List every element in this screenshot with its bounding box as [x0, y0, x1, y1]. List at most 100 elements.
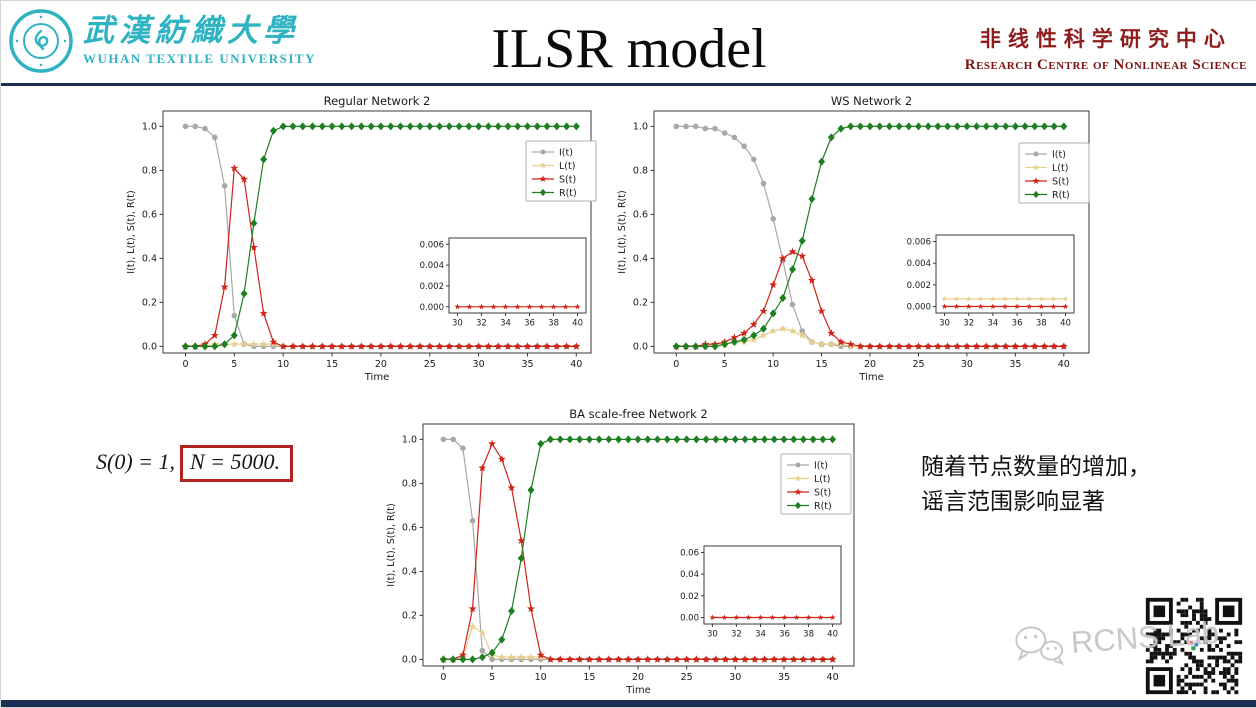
svg-text:36: 36: [779, 630, 790, 640]
chart-svg: Regular Network 2 0.0 0.2 0.4 0.6 0.8 1.0 0 5 10 1…: [126, 94, 597, 383]
svg-text:40: 40: [1058, 359, 1070, 370]
x-axis-label: Time: [364, 372, 389, 383]
rcns-lab-watermark: RCNS Lab: [1012, 610, 1221, 670]
svg-text:1.0: 1.0: [633, 122, 648, 133]
svg-text:0.6: 0.6: [142, 210, 157, 221]
svg-text:35: 35: [521, 359, 533, 370]
svg-text:0.002: 0.002: [420, 282, 444, 292]
svg-text:0.06: 0.06: [680, 549, 699, 559]
svg-text:R(t): R(t): [559, 188, 577, 199]
svg-text:40: 40: [1060, 319, 1071, 329]
conclusion-note-line2: 谣言范围影响显著: [921, 488, 1105, 514]
svg-text:0.00: 0.00: [680, 614, 699, 624]
header-divider: [1, 83, 1256, 86]
svg-text:10: 10: [535, 672, 547, 683]
chart-legend: I(t) L(t) S(t) R(t): [525, 140, 597, 202]
chart-ba-scale-free-network-2: BA scale-free Network 2 0.0 0.2 0.4 0.6 0.8 1.…: [343, 407, 864, 707]
y-axis-label: I(t), L(t), S(t), R(t): [617, 190, 628, 273]
svg-text:15: 15: [816, 359, 828, 370]
svg-text:20: 20: [375, 359, 387, 370]
inset-axes: 0.000 0.002 0.004 0.006 30 32 34 36 38 40: [907, 234, 1075, 329]
svg-text:0.8: 0.8: [402, 479, 417, 490]
svg-text:0.0: 0.0: [142, 342, 157, 353]
svg-text:0.4: 0.4: [633, 254, 648, 265]
conclusion-note: 随着节点数量的增加， 谣言范围影响显著: [921, 450, 1151, 519]
svg-text:0.2: 0.2: [402, 611, 417, 622]
svg-text:40: 40: [572, 319, 583, 329]
svg-text:35: 35: [778, 672, 790, 683]
svg-text:L(t): L(t): [1052, 163, 1068, 174]
svg-text:0.000: 0.000: [907, 303, 931, 313]
svg-text:0.002: 0.002: [907, 281, 931, 291]
bottom-accent-bar: [1, 700, 1256, 707]
research-centre-cn: 非线性科学研究中心: [979, 27, 1232, 51]
svg-text:0.0: 0.0: [633, 342, 648, 353]
svg-text:20: 20: [632, 672, 644, 683]
svg-text:34: 34: [755, 630, 766, 640]
university-name: 武漢紡織大學 WUHAN TEXTILE UNIVERSITY: [83, 9, 316, 67]
qr-code-image: [1145, 597, 1243, 695]
svg-text:I(t): I(t): [1052, 149, 1066, 160]
inset-axes: 0.00 0.02 0.04 0.06 30 32 34 36 38 40: [680, 545, 842, 640]
svg-text:0.6: 0.6: [402, 523, 417, 534]
inset-axes: 0.000 0.002 0.004 0.006 30 32 34 36 38 40: [420, 237, 587, 329]
svg-text:35: 35: [1009, 359, 1021, 370]
svg-text:0.2: 0.2: [142, 298, 157, 309]
svg-text:40: 40: [827, 672, 839, 683]
university-name-cn: 武漢紡織大學: [83, 13, 299, 48]
chart-title: BA scale-free Network 2: [569, 408, 708, 421]
svg-text:0: 0: [673, 359, 679, 370]
svg-text:25: 25: [681, 672, 693, 683]
svg-text:1.0: 1.0: [402, 435, 417, 446]
svg-text:38: 38: [803, 630, 814, 640]
wechat-icon: [1015, 626, 1065, 666]
svg-text:38: 38: [1036, 319, 1047, 329]
x-axis-label: Time: [858, 372, 883, 383]
university-logo: 武漢紡織大學 WUHAN TEXTILE UNIVERSITY: [9, 9, 316, 73]
svg-text:S(t): S(t): [1052, 176, 1069, 187]
svg-text:0.4: 0.4: [402, 567, 417, 578]
svg-text:10: 10: [277, 359, 289, 370]
svg-text:25: 25: [912, 359, 924, 370]
svg-text:38: 38: [548, 319, 559, 329]
svg-text:30: 30: [473, 359, 485, 370]
svg-text:34: 34: [987, 319, 998, 329]
svg-text:S(t): S(t): [814, 487, 831, 498]
y-axis-label: I(t), L(t), S(t), R(t): [386, 503, 397, 586]
watermark-text: RCNS Lab: [1069, 614, 1221, 661]
initial-condition-formula: S(0) = 1, N = 5000.: [96, 445, 294, 482]
svg-text:40: 40: [570, 359, 582, 370]
university-seal-icon: [9, 9, 73, 73]
chart-ws-network-2: WS Network 2 0.0 0.2 0.4 0.6 0.8 1.0 0 5 10 15 20 25…: [614, 94, 1094, 397]
svg-text:0.0: 0.0: [402, 655, 417, 666]
svg-text:0.2: 0.2: [633, 298, 648, 309]
svg-text:R(t): R(t): [1052, 190, 1070, 201]
svg-text:0.004: 0.004: [907, 259, 931, 269]
chart-svg: WS Network 2 0.0 0.2 0.4 0.6 0.8 1.0 0 5 10 15 20 25…: [617, 94, 1090, 383]
svg-text:34: 34: [500, 319, 511, 329]
chart-svg: BA scale-free Network 2 0.0 0.2 0.4 0.6 0.8 1.…: [386, 407, 855, 696]
svg-text:32: 32: [963, 319, 974, 329]
svg-text:I(t): I(t): [559, 147, 573, 158]
chart-legend: I(t) L(t) S(t) R(t): [780, 453, 852, 515]
formula-prefix: S(0) = 1,: [96, 449, 175, 474]
formula-boxed-highlight: N = 5000.: [180, 445, 294, 482]
svg-text:S(t): S(t): [559, 174, 576, 185]
svg-text:32: 32: [731, 630, 742, 640]
svg-text:0.006: 0.006: [907, 238, 931, 248]
svg-text:5: 5: [489, 672, 495, 683]
svg-text:1.0: 1.0: [142, 122, 157, 133]
university-name-en: WUHAN TEXTILE UNIVERSITY: [83, 50, 316, 66]
svg-text:R(t): R(t): [814, 501, 832, 512]
svg-text:40: 40: [827, 630, 838, 640]
chart-regular-network-2: Regular Network 2 0.0 0.2 0.4 0.6 0.8 1.0 0 5 10 1…: [123, 94, 603, 397]
svg-text:15: 15: [583, 672, 595, 683]
svg-text:20: 20: [864, 359, 876, 370]
svg-text:30: 30: [961, 359, 973, 370]
svg-text:36: 36: [524, 319, 535, 329]
svg-text:L(t): L(t): [814, 474, 830, 485]
svg-text:5: 5: [231, 359, 237, 370]
svg-text:5: 5: [722, 359, 728, 370]
svg-text:32: 32: [476, 319, 487, 329]
svg-text:10: 10: [767, 359, 779, 370]
